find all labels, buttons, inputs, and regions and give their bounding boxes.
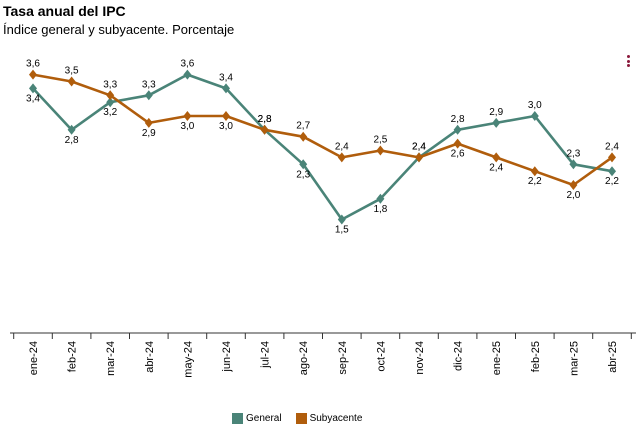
data-point-subyacente xyxy=(183,111,192,121)
data-point-subyacente xyxy=(492,152,501,163)
data-label-subyacente: 3,6 xyxy=(26,59,40,70)
data-label-general: 3,0 xyxy=(528,100,542,111)
data-label-subyacente: 3,3 xyxy=(103,79,117,90)
data-label-general: 2,3 xyxy=(566,148,580,159)
data-label-general: 3,3 xyxy=(142,79,156,90)
data-label-subyacente: 2,4 xyxy=(335,141,349,152)
data-label-general: 3,4 xyxy=(219,72,233,83)
legend-swatch-general xyxy=(232,413,243,424)
legend-swatch-subyacente xyxy=(295,413,307,424)
data-label-subyacente: 2,9 xyxy=(142,128,156,139)
data-point-subyacente xyxy=(106,90,115,101)
data-point-general xyxy=(106,97,115,108)
data-point-general xyxy=(29,83,37,94)
data-point-general xyxy=(453,124,462,135)
x-tick-label: ene-25 xyxy=(491,341,503,375)
data-label-subyacente: 2,4 xyxy=(412,141,426,152)
data-label-general: 2,9 xyxy=(489,107,503,118)
data-label-general: 2,4 xyxy=(412,141,426,152)
data-point-subyacente xyxy=(67,76,76,87)
x-tick-label: oct-24 xyxy=(375,341,387,372)
x-tick-label: abr-24 xyxy=(144,341,156,373)
data-label-subyacente: 2,8 xyxy=(258,114,272,125)
data-label-general: 2,3 xyxy=(296,169,310,180)
chart-subtitle: Índice general y subyacente. Porcentaje xyxy=(3,22,235,37)
data-point-subyacente xyxy=(337,152,346,163)
data-label-general: 3,6 xyxy=(180,59,194,70)
x-tick-label: ene-24 xyxy=(28,341,40,375)
x-tick-label: mar-25 xyxy=(568,341,580,376)
data-point-general xyxy=(492,117,501,128)
series-line-subyacente xyxy=(32,73,613,187)
data-point-general xyxy=(67,124,76,135)
data-point-subyacente xyxy=(222,111,230,121)
x-tick-label: abr-25 xyxy=(607,341,619,373)
legend-item-subyacente[interactable]: Subyacente xyxy=(295,413,363,424)
data-label-subyacente: 3,5 xyxy=(65,66,79,77)
data-label-subyacente: 2,6 xyxy=(451,149,465,160)
data-label-general: 3,2 xyxy=(103,107,117,118)
data-label-subyacente: 3,0 xyxy=(219,121,233,132)
data-point-subyacente xyxy=(144,117,153,128)
data-label-general: 3,4 xyxy=(26,93,40,104)
more-options-icon[interactable] xyxy=(625,55,633,69)
data-label-subyacente: 2,0 xyxy=(566,190,580,201)
data-point-subyacente xyxy=(530,166,539,177)
data-point-general xyxy=(337,214,346,225)
legend-label-subyacente: Subyacente xyxy=(309,413,363,424)
data-point-general xyxy=(299,159,308,170)
data-label-subyacente: 2,5 xyxy=(373,135,387,146)
data-point-subyacente xyxy=(569,180,578,190)
data-point-general xyxy=(144,90,153,101)
chart-title: Tasa anual del IPC xyxy=(3,3,126,19)
data-point-subyacente xyxy=(299,131,308,142)
x-tick-label: feb-25 xyxy=(530,341,542,372)
x-tick-label: may-24 xyxy=(182,341,194,378)
x-tick-label: mar-24 xyxy=(105,341,117,376)
data-point-general xyxy=(222,83,230,94)
data-point-subyacente xyxy=(608,152,616,163)
x-tick-label: sep-24 xyxy=(337,341,349,375)
chart-legend: General Subyacente xyxy=(232,413,362,424)
data-label-subyacente: 2,4 xyxy=(605,141,619,152)
data-label-general: 1,8 xyxy=(373,204,387,215)
x-tick-label: dic-24 xyxy=(453,341,465,371)
data-label-general: 2,2 xyxy=(605,176,619,187)
legend-item-general[interactable]: General xyxy=(232,413,282,424)
data-label-subyacente: 2,2 xyxy=(528,176,542,187)
data-point-general xyxy=(376,193,385,204)
data-point-subyacente xyxy=(29,69,37,80)
data-label-subyacente: 2,4 xyxy=(489,162,503,173)
data-label-general: 2,8 xyxy=(65,135,79,146)
data-label-general: 2,8 xyxy=(258,114,272,125)
data-point-general xyxy=(569,159,578,170)
data-label-subyacente: 2,7 xyxy=(296,121,310,132)
data-point-subyacente xyxy=(376,145,385,156)
data-point-general xyxy=(608,166,616,177)
data-label-general: 2,8 xyxy=(451,114,465,125)
series-line-general xyxy=(32,73,613,221)
x-tick-label: nov-24 xyxy=(414,341,426,375)
legend-label-general: General xyxy=(246,413,282,424)
data-point-subyacente xyxy=(453,138,462,149)
data-point-general xyxy=(530,111,539,121)
data-label-subyacente: 3,0 xyxy=(180,121,194,132)
x-tick-label: jun-24 xyxy=(221,341,233,373)
x-tick-label: feb-24 xyxy=(67,341,79,372)
data-point-general xyxy=(183,69,192,80)
x-tick-label: jul-24 xyxy=(260,341,272,369)
data-label-general: 1,5 xyxy=(335,225,349,236)
x-tick-label: ago-24 xyxy=(298,341,310,375)
data-point-subyacente xyxy=(260,124,269,135)
data-point-subyacente xyxy=(415,152,423,163)
